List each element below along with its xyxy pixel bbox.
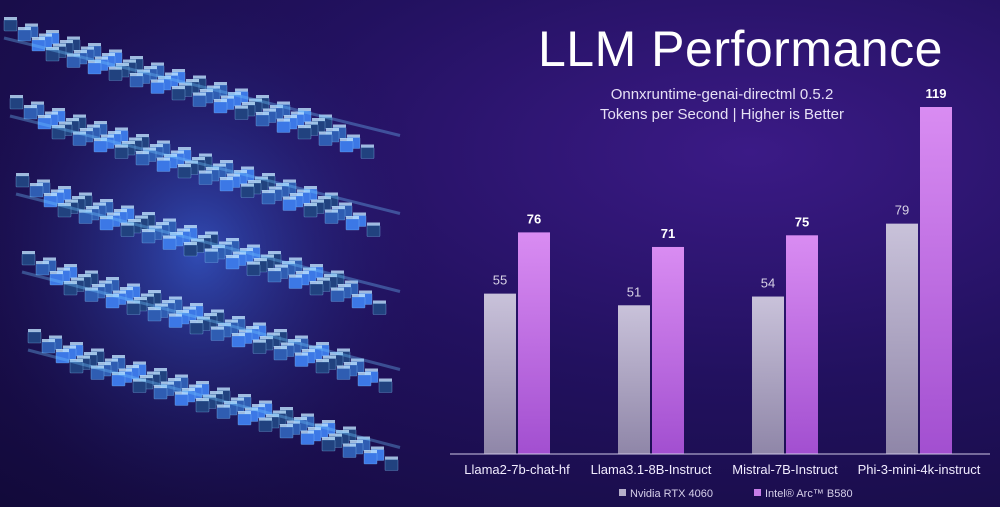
bar-intel-2 bbox=[786, 235, 818, 454]
chart-subtitle-metric: Tokens per Second | Higher is Better bbox=[599, 106, 845, 123]
value-label-nvidia-3: 79 bbox=[895, 203, 909, 218]
category-label-1: Llama3.1-8B-Instruct bbox=[591, 462, 712, 477]
chart-title: LLM Performance bbox=[538, 21, 943, 77]
bar-nvidia-0 bbox=[484, 293, 516, 454]
bar-nvidia-2 bbox=[752, 296, 784, 454]
value-label-intel-0: 76 bbox=[527, 211, 541, 226]
value-label-nvidia-0: 55 bbox=[493, 273, 507, 288]
cube-grid bbox=[3, 17, 401, 471]
value-label-intel-2: 75 bbox=[795, 214, 809, 229]
bar-intel-3 bbox=[920, 107, 952, 454]
value-label-nvidia-1: 51 bbox=[627, 284, 641, 299]
category-label-2: Mistral-7B-Instruct bbox=[732, 462, 838, 477]
bar-intel-0 bbox=[518, 232, 550, 454]
chart-subtitle-engine: Onnxruntime-genai-directml 0.5.2 bbox=[610, 86, 834, 103]
legend-label-intel: Intel® Arc™ B580 bbox=[765, 488, 853, 500]
blue-cube-lattice-illustration bbox=[0, 0, 440, 507]
bar-intel-1 bbox=[652, 246, 684, 454]
bar-nvidia-1 bbox=[618, 305, 650, 454]
category-label-0: Llama2-7b-chat-hf bbox=[464, 462, 570, 477]
category-label-3: Phi-3-mini-4k-instruct bbox=[858, 462, 981, 477]
legend-swatch-nvidia bbox=[619, 489, 626, 496]
legend-swatch-intel bbox=[754, 489, 761, 496]
value-label-intel-3: 119 bbox=[926, 86, 947, 101]
bar-nvidia-3 bbox=[886, 223, 918, 454]
legend-label-nvidia: Nvidia RTX 4060 bbox=[630, 488, 713, 500]
value-label-nvidia-2: 54 bbox=[761, 276, 775, 291]
value-label-intel-1: 71 bbox=[661, 226, 675, 241]
